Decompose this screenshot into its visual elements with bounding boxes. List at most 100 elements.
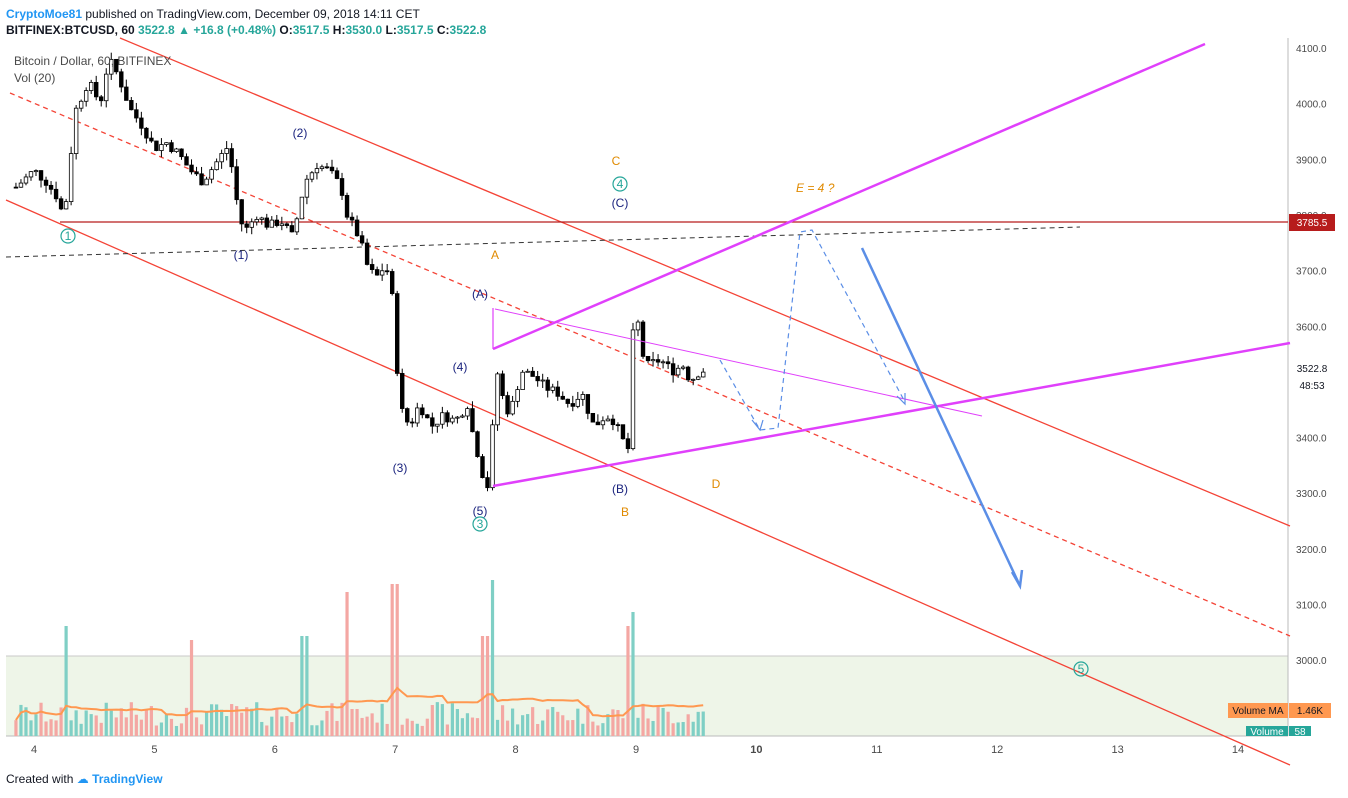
candle-up — [379, 270, 385, 276]
wave-ic-label: (C) — [612, 196, 629, 210]
price-tick-label: 3600.0 — [1296, 322, 1327, 333]
candle-up — [650, 359, 656, 362]
triangle-upper-line — [492, 42, 1206, 351]
chart-pane[interactable] — [6, 38, 1288, 736]
candle-up — [690, 378, 696, 381]
volume-bar — [325, 710, 329, 736]
candle-down — [610, 418, 616, 426]
down-arrow-line — [860, 247, 1022, 587]
candle-up — [299, 196, 305, 220]
candlesticks — [13, 52, 706, 492]
open-value: 3517.5 — [292, 23, 330, 37]
candle-down — [124, 86, 129, 101]
low-label: L: — [385, 23, 397, 37]
volume-bar — [631, 612, 635, 736]
candle-up — [294, 218, 300, 233]
channel-midline — [9, 92, 1291, 637]
volume-bar — [475, 718, 480, 736]
candle-down — [194, 171, 199, 175]
last-price-badge-text: 3522.8 — [1297, 364, 1328, 375]
candle-up — [490, 424, 495, 489]
change-up-icon: ▲ — [178, 23, 190, 37]
volume-bar — [209, 704, 214, 736]
volume-bar — [275, 708, 279, 736]
volume-bar — [129, 702, 133, 736]
volume-bar — [606, 714, 610, 736]
volume-bar — [149, 706, 153, 736]
price-axis[interactable]: 4100.04000.03900.03800.03700.03600.03400… — [1296, 44, 1327, 667]
candle-up — [63, 201, 69, 210]
published-text: published on TradingView.com, December 0… — [85, 7, 420, 21]
volume-bar — [601, 723, 605, 736]
volume-bar — [425, 718, 429, 736]
volume-bar — [124, 717, 128, 736]
candle-up — [465, 408, 470, 417]
volume-bar — [184, 707, 189, 736]
candle-down — [139, 117, 144, 129]
resistance-price-badge: 3785.5 — [1289, 214, 1335, 231]
wave-labels: 1 3 4 5 (1) (2) (3) (4) (5) (A) (B) (C) … — [60, 126, 1089, 677]
candle-down — [374, 269, 380, 276]
author-link[interactable]: CryptoMoe81 — [6, 7, 83, 21]
candle-down — [329, 166, 335, 172]
volume-bar — [405, 718, 409, 736]
volume-bar — [24, 707, 28, 736]
volume-bar — [174, 725, 179, 736]
candle-down — [58, 198, 64, 210]
resistance-badge-text: 3785.5 — [1297, 218, 1328, 229]
candle-up — [18, 182, 24, 188]
tradingview-brand[interactable]: TradingView — [92, 772, 163, 786]
volume-bar — [59, 707, 63, 736]
candle-down — [119, 71, 124, 88]
candle-up — [304, 178, 310, 198]
candle-down — [655, 359, 661, 363]
wave-1-circle — [60, 228, 76, 244]
candle-down — [555, 386, 560, 397]
price-tick-label: 3300.0 — [1296, 489, 1327, 500]
volume-bar — [621, 718, 625, 736]
volume-bar — [280, 716, 284, 736]
candle-down — [354, 219, 360, 237]
volume-bar — [34, 714, 38, 736]
close-value: 3522.8 — [449, 23, 487, 37]
candle-down — [565, 398, 570, 404]
candle-down — [129, 100, 134, 111]
volume-bar — [290, 722, 294, 736]
volume-bar — [616, 710, 620, 736]
volume-bar — [641, 703, 645, 736]
candle-up — [510, 400, 515, 415]
time-axis[interactable]: 4 5 6 7 8 9 10 11 12 13 14 — [31, 744, 1244, 756]
volume-bar — [350, 709, 354, 736]
candle-down — [430, 417, 435, 427]
candle-down — [154, 140, 159, 151]
countdown-text: 48:53 — [1299, 381, 1324, 392]
candle-down — [475, 431, 480, 457]
volume-bar — [330, 703, 334, 736]
volume-bar — [435, 702, 439, 736]
candle-down — [480, 456, 485, 479]
candle-down — [114, 58, 119, 73]
volume-bar — [89, 714, 93, 736]
open-label: O: — [279, 23, 293, 37]
candle-up — [415, 407, 420, 424]
candle-down — [274, 219, 280, 226]
candle-up — [550, 386, 555, 391]
candle-down — [470, 408, 475, 433]
candle-up — [209, 169, 214, 180]
volume-badge-bg — [1246, 726, 1288, 736]
dashed-trendline — [5, 226, 1081, 258]
volume-title: Vol (20) — [14, 71, 56, 85]
candle-down — [53, 188, 59, 200]
volume-bar — [385, 723, 389, 736]
candle-down — [234, 166, 239, 201]
candle-down — [585, 394, 591, 414]
candle-up — [540, 379, 545, 382]
volume-bar — [666, 711, 670, 736]
candle-down — [420, 407, 425, 416]
candle-down — [425, 414, 430, 419]
candle-down — [199, 173, 204, 186]
candle-up — [249, 221, 254, 228]
candle-down — [349, 216, 355, 221]
volume-bar — [445, 724, 449, 736]
